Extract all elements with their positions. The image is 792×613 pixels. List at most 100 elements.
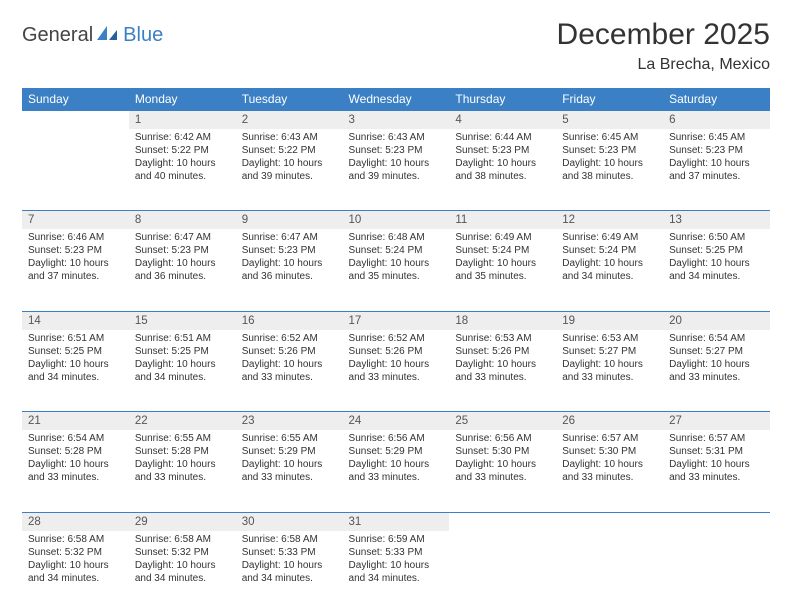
day-detail-line: and 34 minutes. <box>562 270 657 283</box>
day-detail-line: Daylight: 10 hours <box>562 157 657 170</box>
day-detail-line: Daylight: 10 hours <box>28 458 123 471</box>
day-detail-line: Sunrise: 6:54 AM <box>28 432 123 445</box>
day-detail-line: Sunset: 5:27 PM <box>562 345 657 358</box>
day-detail-line: Sunrise: 6:55 AM <box>242 432 337 445</box>
day-detail-line: Sunrise: 6:59 AM <box>349 533 444 546</box>
day-detail-line: and 39 minutes. <box>349 170 444 183</box>
day-cell: Sunrise: 6:42 AMSunset: 5:22 PMDaylight:… <box>129 129 236 211</box>
day-detail-line: Daylight: 10 hours <box>242 157 337 170</box>
dayname-row: SundayMondayTuesdayWednesdayThursdayFrid… <box>22 88 770 111</box>
day-detail-line: Daylight: 10 hours <box>135 257 230 270</box>
day-detail-line: Daylight: 10 hours <box>135 559 230 572</box>
page-subtitle: La Brecha, Mexico <box>557 56 770 74</box>
day-cell: Sunrise: 6:59 AMSunset: 5:33 PMDaylight:… <box>343 531 450 613</box>
day-detail-line: and 33 minutes. <box>135 471 230 484</box>
daynum-cell: 18 <box>449 311 556 329</box>
day-detail-line: Sunset: 5:33 PM <box>349 546 444 559</box>
daynum-cell: 23 <box>236 412 343 430</box>
day-cell: Sunrise: 6:52 AMSunset: 5:26 PMDaylight:… <box>343 330 450 412</box>
day-detail-line: Sunrise: 6:52 AM <box>349 332 444 345</box>
day-cell: Sunrise: 6:56 AMSunset: 5:30 PMDaylight:… <box>449 430 556 512</box>
day-detail-line: Sunrise: 6:58 AM <box>242 533 337 546</box>
day-cell: Sunrise: 6:43 AMSunset: 5:22 PMDaylight:… <box>236 129 343 211</box>
daynum-cell: 9 <box>236 211 343 229</box>
day-detail-line: Sunrise: 6:47 AM <box>135 231 230 244</box>
day-detail-line: Sunset: 5:26 PM <box>349 345 444 358</box>
week-1-details: Sunrise: 6:46 AMSunset: 5:23 PMDaylight:… <box>22 229 770 311</box>
dayname-monday: Monday <box>129 88 236 111</box>
day-detail-line: Sunrise: 6:56 AM <box>349 432 444 445</box>
daynum-cell: 22 <box>129 412 236 430</box>
day-detail-line: Sunset: 5:24 PM <box>562 244 657 257</box>
dayname-friday: Friday <box>556 88 663 111</box>
day-detail-line: Sunrise: 6:52 AM <box>242 332 337 345</box>
week-0-daynums: 123456 <box>22 111 770 129</box>
daynum-cell: 15 <box>129 311 236 329</box>
day-detail-line: Sunrise: 6:54 AM <box>669 332 764 345</box>
daynum-cell: 1 <box>129 111 236 129</box>
day-cell: Sunrise: 6:55 AMSunset: 5:28 PMDaylight:… <box>129 430 236 512</box>
day-detail-line: and 33 minutes. <box>349 371 444 384</box>
day-detail-line: Daylight: 10 hours <box>562 458 657 471</box>
day-detail-line: Sunrise: 6:57 AM <box>562 432 657 445</box>
day-cell: Sunrise: 6:49 AMSunset: 5:24 PMDaylight:… <box>449 229 556 311</box>
day-detail-line: Sunset: 5:32 PM <box>135 546 230 559</box>
day-detail-line: Daylight: 10 hours <box>349 358 444 371</box>
day-detail-line: Sunset: 5:28 PM <box>135 445 230 458</box>
day-cell: Sunrise: 6:52 AMSunset: 5:26 PMDaylight:… <box>236 330 343 412</box>
day-cell: Sunrise: 6:58 AMSunset: 5:32 PMDaylight:… <box>22 531 129 613</box>
day-detail-line: and 33 minutes. <box>242 371 337 384</box>
day-detail-line: Daylight: 10 hours <box>135 157 230 170</box>
day-detail-line: Daylight: 10 hours <box>349 157 444 170</box>
day-detail-line: Sunrise: 6:57 AM <box>669 432 764 445</box>
day-detail-line: Sunset: 5:22 PM <box>135 144 230 157</box>
day-detail-line: and 35 minutes. <box>349 270 444 283</box>
day-detail-line: Daylight: 10 hours <box>349 559 444 572</box>
day-detail-line: Daylight: 10 hours <box>28 559 123 572</box>
day-detail-line: Daylight: 10 hours <box>669 458 764 471</box>
day-detail-line: Sunset: 5:23 PM <box>135 244 230 257</box>
day-detail-line: Daylight: 10 hours <box>455 358 550 371</box>
day-detail-line: Sunset: 5:33 PM <box>242 546 337 559</box>
day-detail-line: Daylight: 10 hours <box>562 358 657 371</box>
day-cell: Sunrise: 6:49 AMSunset: 5:24 PMDaylight:… <box>556 229 663 311</box>
day-cell: Sunrise: 6:43 AMSunset: 5:23 PMDaylight:… <box>343 129 450 211</box>
week-0-details: Sunrise: 6:42 AMSunset: 5:22 PMDaylight:… <box>22 129 770 211</box>
day-detail-line: and 34 minutes. <box>349 572 444 585</box>
day-detail-line: and 39 minutes. <box>242 170 337 183</box>
daynum-cell: 12 <box>556 211 663 229</box>
day-detail-line: Daylight: 10 hours <box>455 458 550 471</box>
day-detail-line: Daylight: 10 hours <box>669 358 764 371</box>
daynum-cell: 31 <box>343 512 450 530</box>
day-cell <box>556 531 663 613</box>
day-detail-line: and 35 minutes. <box>455 270 550 283</box>
day-detail-line: Daylight: 10 hours <box>135 358 230 371</box>
day-detail-line: Sunrise: 6:47 AM <box>242 231 337 244</box>
day-detail-line: and 38 minutes. <box>562 170 657 183</box>
dayname-saturday: Saturday <box>663 88 770 111</box>
day-detail-line: Sunrise: 6:48 AM <box>349 231 444 244</box>
day-detail-line: Sunset: 5:32 PM <box>28 546 123 559</box>
daynum-cell: 4 <box>449 111 556 129</box>
day-cell: Sunrise: 6:53 AMSunset: 5:26 PMDaylight:… <box>449 330 556 412</box>
logo: General Blue <box>22 18 163 47</box>
day-detail-line: and 34 minutes. <box>242 572 337 585</box>
day-cell: Sunrise: 6:58 AMSunset: 5:32 PMDaylight:… <box>129 531 236 613</box>
daynum-cell: 11 <box>449 211 556 229</box>
calendar-table: SundayMondayTuesdayWednesdayThursdayFrid… <box>22 88 770 613</box>
day-detail-line: Sunset: 5:25 PM <box>28 345 123 358</box>
logo-text-general: General <box>22 24 93 47</box>
day-cell <box>663 531 770 613</box>
day-detail-line: and 34 minutes. <box>135 572 230 585</box>
day-detail-line: Sunrise: 6:51 AM <box>28 332 123 345</box>
title-block: December 2025 La Brecha, Mexico <box>557 18 770 74</box>
day-cell: Sunrise: 6:47 AMSunset: 5:23 PMDaylight:… <box>236 229 343 311</box>
day-cell: Sunrise: 6:48 AMSunset: 5:24 PMDaylight:… <box>343 229 450 311</box>
day-detail-line: and 34 minutes. <box>135 371 230 384</box>
day-detail-line: Sunrise: 6:45 AM <box>562 131 657 144</box>
daynum-cell: 26 <box>556 412 663 430</box>
daynum-cell <box>22 111 129 129</box>
day-detail-line: Sunset: 5:27 PM <box>669 345 764 358</box>
day-detail-line: Daylight: 10 hours <box>349 257 444 270</box>
day-detail-line: and 33 minutes. <box>562 371 657 384</box>
